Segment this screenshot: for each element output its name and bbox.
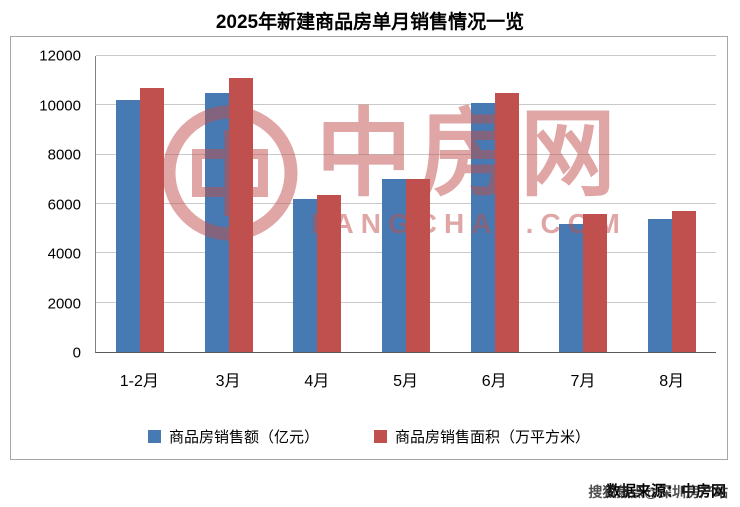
legend-label: 商品房销售额（亿元） (168, 429, 319, 446)
y-tick-label: 4000 (47, 245, 81, 263)
y-tick-label: 12000 (39, 47, 81, 65)
x-tick-label: 7月 (570, 373, 596, 390)
legend-swatch (147, 430, 161, 443)
x-tick-label: 4月 (304, 373, 330, 390)
x-tick-label: 6月 (481, 373, 507, 390)
y-tick-label: 2000 (47, 295, 81, 312)
chart-title: 2025年新建商品房单月销售情况一览 (215, 12, 525, 33)
bar-series-0 (559, 223, 584, 352)
bar-series-0 (647, 218, 672, 352)
bar-series-1 (317, 195, 342, 352)
bar-group (185, 56, 274, 352)
gridline (96, 55, 716, 56)
bar-series-1 (228, 78, 253, 352)
footer-caption: 数据来源：中房网 搜狐焦点@深圳房产站 (588, 480, 728, 501)
bar-group (362, 56, 451, 352)
bar-group (273, 56, 362, 352)
bar-series-0 (470, 102, 495, 352)
y-tick-label: 0 (72, 344, 81, 362)
legend: 商品房销售额（亿元） 商品房销售面积（万平方米） (11, 426, 727, 447)
x-tick-label: 1-2月 (119, 373, 159, 390)
bar-series-1 (406, 179, 431, 352)
bar-group (450, 56, 539, 352)
plot-area (95, 55, 716, 353)
bar-series-1 (671, 211, 696, 352)
bar-group (627, 56, 716, 352)
data-source-text: 数据来源：中房网 (605, 483, 726, 500)
bar-group (96, 56, 185, 352)
x-tick-label: 3月 (215, 373, 241, 390)
bar-series-0 (293, 199, 318, 352)
bar-group (539, 56, 628, 352)
bar-series-0 (116, 100, 141, 352)
y-tick-label: 6000 (47, 196, 81, 213)
y-tick-label: 10000 (39, 97, 81, 114)
legend-item: 商品房销售额（亿元） (147, 426, 319, 447)
chart-area: 0 2000 4000 6000 8000 10000 12000 1-2月 3月 4月 5月 6月… (10, 36, 728, 460)
gridline (96, 104, 716, 106)
bar-series-0 (204, 93, 229, 352)
legend-item: 商品房销售面积（万平方米） (374, 426, 590, 447)
x-tick-label: 8月 (659, 373, 685, 390)
x-tick-label: 5月 (393, 373, 418, 390)
bar-series-1 (583, 213, 608, 352)
bar-series-0 (382, 179, 407, 352)
x-axis-labels: 1-2月 3月 4月 5月 6月 7月 8月 (95, 367, 716, 391)
gridline (96, 153, 716, 155)
footer-overlay-watermark: 搜狐焦点@深圳房产站 (588, 484, 728, 500)
bar-series-1 (494, 93, 519, 352)
legend-label: 商品房销售面积（万平方米） (395, 429, 591, 446)
y-axis-labels: 0 2000 4000 6000 8000 10000 12000 (15, 48, 89, 362)
bar-series-1 (140, 88, 165, 352)
y-tick-label: 8000 (47, 146, 81, 164)
bar-groups (96, 56, 716, 352)
legend-swatch (374, 430, 387, 443)
